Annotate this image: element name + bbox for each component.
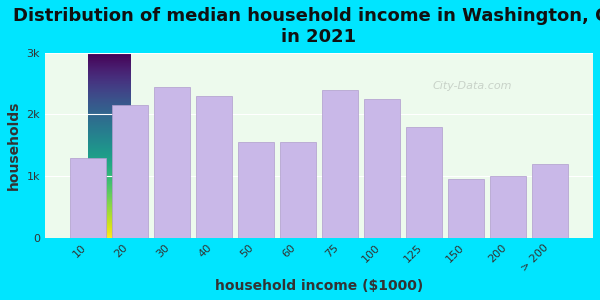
Bar (70, 158, 106, 238)
Y-axis label: households: households (7, 100, 21, 190)
Title: Distribution of median household income in Washington, OK
in 2021: Distribution of median household income … (13, 7, 600, 46)
Bar (364, 99, 400, 238)
Bar (406, 127, 442, 238)
Bar (196, 96, 232, 238)
X-axis label: household income ($1000): household income ($1000) (215, 279, 423, 293)
Bar (154, 87, 190, 238)
Bar (532, 164, 568, 238)
Bar (238, 142, 274, 238)
Bar (280, 142, 316, 238)
Bar (448, 179, 484, 238)
Text: City-Data.com: City-Data.com (433, 81, 512, 91)
Bar (490, 176, 526, 238)
Bar (322, 90, 358, 238)
Bar (112, 105, 148, 238)
